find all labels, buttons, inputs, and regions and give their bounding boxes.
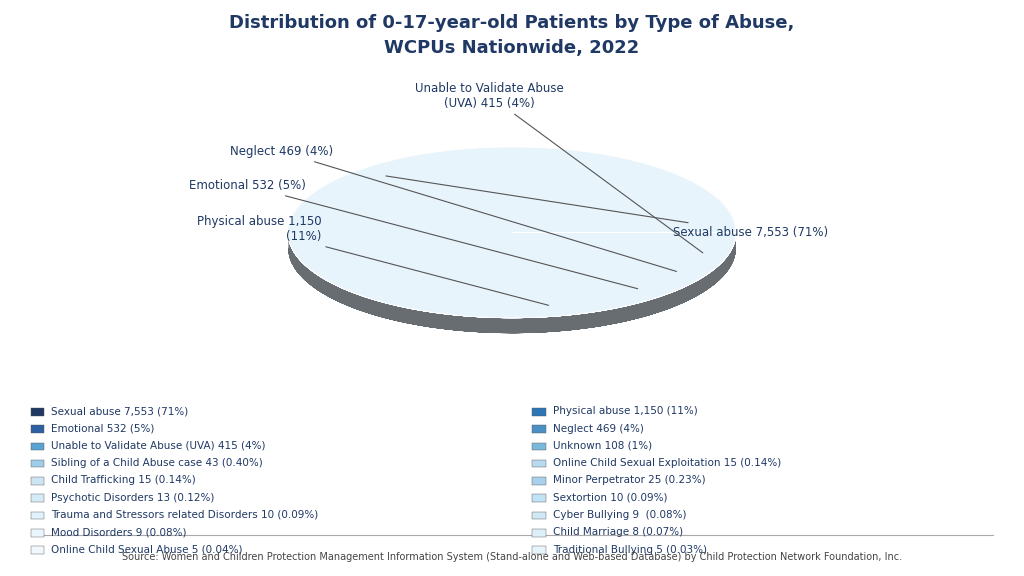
Text: Emotional 532 (5%): Emotional 532 (5%) [51,423,155,434]
Polygon shape [288,234,736,333]
Polygon shape [288,147,736,318]
Polygon shape [288,147,736,318]
Text: Online Child Sexual Abuse 5 (0.04%): Online Child Sexual Abuse 5 (0.04%) [51,544,243,555]
Text: Unable to Validate Abuse (UVA) 415 (4%): Unable to Validate Abuse (UVA) 415 (4%) [51,441,265,451]
Text: Cyber Bullying 9  (0.08%): Cyber Bullying 9 (0.08%) [553,510,686,520]
Text: Distribution of 0-17-year-old Patients by Type of Abuse,
WCPUs Nationwide, 2022: Distribution of 0-17-year-old Patients b… [229,14,795,58]
Text: Child Trafficking 15 (0.14%): Child Trafficking 15 (0.14%) [51,475,196,486]
Polygon shape [288,147,736,318]
Polygon shape [288,147,736,318]
Text: Traditional Bullying 5 (0.03%): Traditional Bullying 5 (0.03%) [553,544,707,555]
Polygon shape [288,147,736,318]
Text: Unable to Validate Abuse
(UVA) 415 (4%): Unable to Validate Abuse (UVA) 415 (4%) [415,82,702,253]
Text: Minor Perpetrator 25 (0.23%): Minor Perpetrator 25 (0.23%) [553,475,706,486]
Polygon shape [289,233,736,333]
Polygon shape [289,239,735,333]
Text: Psychotic Disorders 13 (0.12%): Psychotic Disorders 13 (0.12%) [51,492,215,503]
Polygon shape [290,237,735,333]
Polygon shape [288,233,735,333]
Polygon shape [288,147,736,318]
Polygon shape [288,147,736,318]
Text: Trauma and Stressors related Disorders 10 (0.09%): Trauma and Stressors related Disorders 1… [51,510,318,520]
Text: Source: Women and Children Protection Management Information System (Stand-alone: Source: Women and Children Protection Ma… [122,552,902,562]
Polygon shape [288,234,736,333]
Polygon shape [288,147,736,318]
Text: Emotional 532 (5%): Emotional 532 (5%) [189,179,638,289]
Text: Physical abuse 1,150
(11%): Physical abuse 1,150 (11%) [197,215,549,305]
Polygon shape [288,147,736,318]
Text: Unknown 108 (1%): Unknown 108 (1%) [553,441,652,451]
Text: Sextortion 10 (0.09%): Sextortion 10 (0.09%) [553,492,668,503]
Polygon shape [289,233,736,333]
Ellipse shape [288,162,736,333]
Text: Sibling of a Child Abuse case 43 (0.40%): Sibling of a Child Abuse case 43 (0.40%) [51,458,263,468]
Polygon shape [289,237,734,332]
Polygon shape [289,237,735,333]
Polygon shape [288,147,736,318]
Polygon shape [288,234,736,333]
Polygon shape [479,236,736,333]
Text: Neglect 469 (4%): Neglect 469 (4%) [229,145,677,271]
Text: Online Child Sexual Exploitation 15 (0.14%): Online Child Sexual Exploitation 15 (0.1… [553,458,781,468]
Polygon shape [288,147,736,318]
Polygon shape [288,147,736,318]
Polygon shape [288,147,736,318]
Polygon shape [288,147,736,318]
Text: Sexual abuse 7,553 (71%): Sexual abuse 7,553 (71%) [386,176,828,239]
Text: Child Marriage 8 (0.07%): Child Marriage 8 (0.07%) [553,527,683,537]
Text: Sexual abuse 7,553 (71%): Sexual abuse 7,553 (71%) [51,406,188,416]
Polygon shape [289,233,736,333]
Polygon shape [288,147,736,318]
Polygon shape [290,238,735,333]
Text: Physical abuse 1,150 (11%): Physical abuse 1,150 (11%) [553,406,697,416]
Text: Mood Disorders 9 (0.08%): Mood Disorders 9 (0.08%) [51,527,186,537]
Polygon shape [288,234,736,333]
Polygon shape [289,237,735,333]
Polygon shape [289,233,736,333]
Text: Neglect 469 (4%): Neglect 469 (4%) [553,423,644,434]
Polygon shape [479,232,736,318]
Polygon shape [288,234,736,333]
Polygon shape [288,235,736,333]
Polygon shape [288,147,736,317]
Polygon shape [288,147,736,318]
